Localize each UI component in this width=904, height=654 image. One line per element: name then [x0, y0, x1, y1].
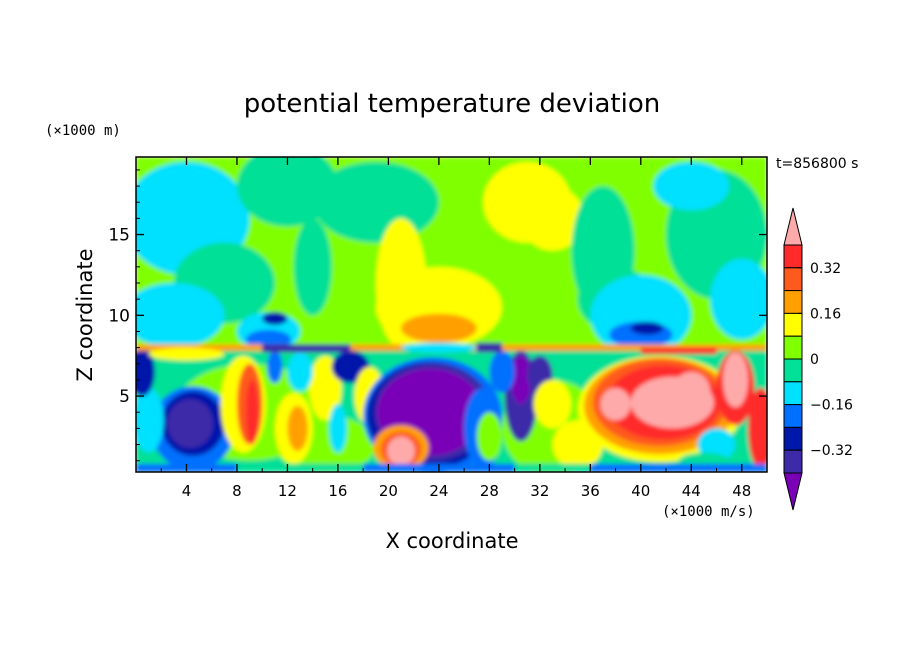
colorbar-box: [783, 426, 803, 451]
field-patch: [245, 379, 259, 445]
x-tick-label: 40: [631, 482, 650, 500]
x-tick-label: 12: [278, 482, 297, 500]
x-tick-label: 24: [429, 482, 448, 500]
x-tick-label: 28: [480, 482, 499, 500]
x-axis-label: X coordinate: [385, 529, 518, 553]
x-tick-label: 20: [379, 482, 398, 500]
colorbar-box: [783, 358, 803, 383]
field-patch: [401, 342, 477, 353]
colorbar-box: [783, 312, 803, 337]
field-patch: [312, 161, 439, 243]
field-patch: [748, 388, 767, 469]
colorbar-tick-label: 0.32: [810, 261, 841, 277]
field-patch: [672, 371, 711, 411]
field-patch: [476, 342, 502, 353]
contour-field: [136, 157, 767, 472]
field-patch: [710, 258, 767, 340]
y-axis-label: Z coordinate: [73, 248, 97, 381]
field-patch: [136, 347, 155, 397]
field-patch: [245, 329, 292, 350]
field-patch: [262, 312, 288, 325]
time-label: t=856800 s: [776, 156, 858, 172]
field-patch: [329, 404, 347, 453]
field-patch: [630, 321, 664, 335]
x-unit-label: (×1000 m/s): [662, 504, 755, 520]
colorbar-box: [783, 449, 803, 474]
x-axis: 4 8 12 16 20 24 28 32 36 40 44 48: [160, 157, 751, 500]
colorbar-box: [783, 335, 803, 360]
field-patch: [640, 347, 717, 355]
colorbar-tick-label: −0.32: [810, 443, 853, 459]
field-patch: [136, 388, 164, 453]
x-tick-label: 32: [530, 482, 549, 500]
field-patch: [236, 463, 364, 472]
y-tick-label: 10: [108, 306, 130, 326]
colorbar-box: [783, 267, 803, 292]
colorbar: 0.32 0.16 0 −0.16 −0.32: [783, 207, 853, 511]
x-tick-label: 48: [732, 482, 751, 500]
field-patch: [236, 157, 338, 227]
field-patch: [167, 399, 213, 448]
field-patch: [262, 344, 351, 353]
x-tick-label: 4: [182, 482, 192, 500]
field-patch: [510, 355, 532, 405]
field-patch: [401, 313, 477, 343]
field-patch: [148, 347, 225, 361]
y-unit-label: (×1000 m): [45, 123, 121, 139]
x-tick-label: 16: [328, 482, 347, 500]
field-patch: [489, 350, 515, 393]
field-patch: [267, 350, 283, 384]
field-patch: [476, 412, 502, 461]
colorbar-cap-top: [783, 207, 803, 246]
y-axis: 5 10 15: [108, 169, 767, 462]
chart-title: potential temperature deviation: [244, 89, 660, 119]
colorbar-tick-label: 0.16: [810, 306, 841, 322]
field-patch: [287, 405, 308, 451]
colorbar-box: [783, 404, 803, 428]
colorbar-box: [783, 244, 803, 269]
field-patch: [697, 428, 736, 461]
colorbar-tick-label: −0.16: [810, 398, 853, 414]
field-patch: [136, 283, 225, 348]
colorbar-cap-bottom: [783, 472, 803, 511]
x-tick-label: 44: [682, 482, 701, 500]
y-tick-label: 15: [108, 226, 130, 246]
field-patch: [653, 161, 730, 211]
field-patch: [520, 186, 585, 251]
field-patch: [387, 436, 415, 466]
field-patch: [722, 352, 749, 408]
colorbar-box: [783, 381, 803, 406]
field-patch: [600, 388, 631, 421]
colorbar-box: [783, 290, 803, 314]
x-tick-label: 8: [232, 482, 242, 500]
field-patch: [287, 352, 313, 392]
x-tick-label: 36: [581, 482, 600, 500]
y-tick-label: 5: [119, 387, 130, 407]
field-patch: [514, 463, 591, 472]
plot-frame: [135, 156, 768, 473]
field-patch: [136, 463, 767, 472]
field-patch: [293, 218, 332, 316]
colorbar-tick-label: 0: [810, 352, 819, 368]
field-patch: [533, 379, 572, 429]
